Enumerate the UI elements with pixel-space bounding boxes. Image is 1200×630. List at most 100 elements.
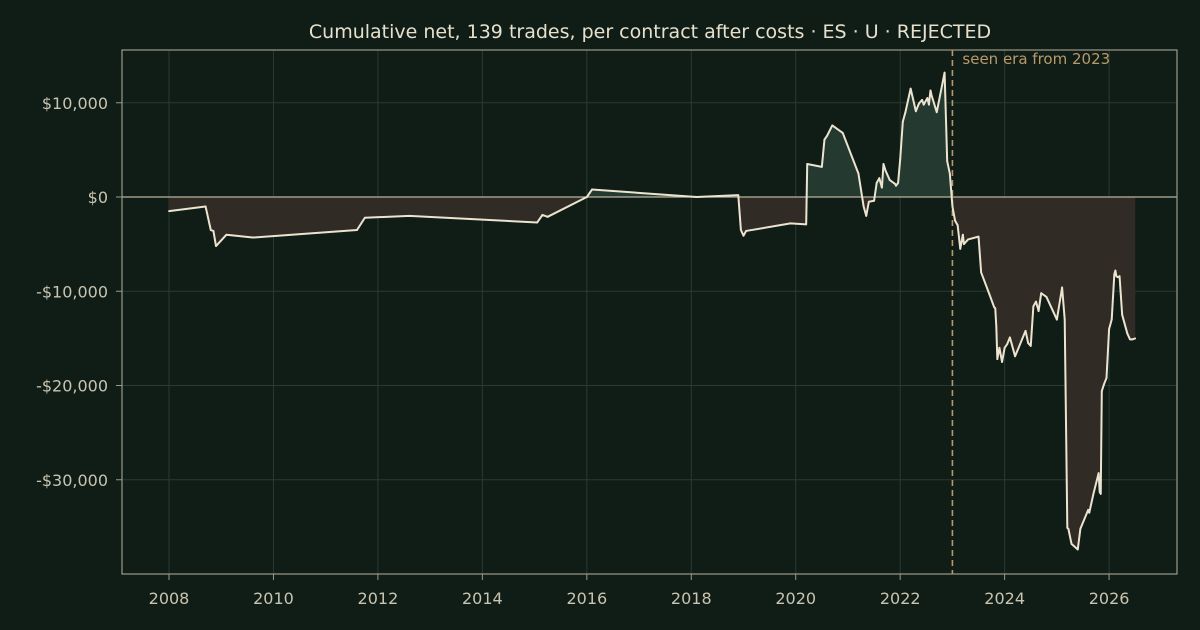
data-point	[820, 165, 823, 168]
positive-area	[586, 189, 739, 198]
data-point	[1088, 511, 1091, 514]
data-point	[1118, 275, 1121, 278]
y-tick-label: -$20,000	[36, 377, 108, 396]
data-point	[943, 71, 946, 74]
data-point	[841, 132, 844, 134]
data-point	[895, 184, 897, 187]
data-point	[823, 138, 826, 141]
data-point	[1014, 355, 1016, 358]
data-point	[857, 172, 860, 175]
data-point	[1098, 491, 1101, 493]
cumulative-net-series	[168, 71, 1137, 551]
data-point	[588, 192, 591, 195]
data-point	[922, 103, 925, 106]
data-point	[739, 229, 742, 231]
x-axis: 2008 2010 2012 2014 2016 2018 2020 2022 2024 2026	[149, 574, 1130, 608]
data-point	[546, 215, 549, 218]
data-point	[875, 181, 878, 184]
data-point	[225, 233, 228, 236]
data-point	[1045, 296, 1048, 298]
data-point	[926, 97, 929, 99]
data-point	[899, 158, 902, 161]
area-fill	[169, 72, 1136, 550]
data-point	[888, 179, 891, 181]
plot-frame	[121, 49, 1178, 575]
data-point	[541, 214, 544, 216]
y-tick-label: $0	[88, 188, 108, 207]
data-point	[928, 103, 930, 106]
data-point	[1110, 318, 1113, 321]
data-point	[1126, 332, 1129, 335]
positive-area	[874, 72, 952, 198]
data-point	[909, 87, 912, 90]
x-tick-label: 2024	[984, 589, 1025, 608]
data-point	[929, 89, 932, 92]
data-point	[1040, 292, 1043, 295]
data-point	[1100, 390, 1103, 393]
data-point	[1087, 509, 1090, 511]
data-point	[904, 111, 907, 114]
data-point	[897, 181, 900, 184]
data-point	[882, 163, 885, 165]
data-point	[884, 169, 887, 172]
data-point	[1092, 492, 1095, 495]
data-point	[901, 120, 904, 123]
data-point	[1008, 336, 1011, 339]
data-point	[865, 214, 868, 217]
data-point	[951, 205, 954, 208]
data-point	[1079, 527, 1082, 530]
x-tick-label: 2026	[1089, 589, 1130, 608]
data-point	[742, 234, 745, 237]
data-point	[1129, 338, 1131, 341]
data-point	[826, 134, 828, 137]
data-point	[996, 358, 999, 361]
data-point	[204, 205, 207, 208]
data-point	[1121, 313, 1124, 316]
data-point	[168, 210, 170, 213]
data-point	[1032, 305, 1035, 308]
data-point	[1131, 338, 1134, 341]
x-tick-label: 2014	[462, 589, 503, 608]
data-point	[867, 200, 870, 203]
data-point	[408, 214, 411, 217]
cumulative-net-line	[168, 71, 1136, 551]
data-point	[963, 243, 965, 246]
data-point	[921, 99, 924, 101]
data-point	[536, 221, 539, 224]
seen-era-annotation: seen era from 2023	[962, 50, 1110, 68]
data-point	[862, 205, 865, 208]
y-tick-label: -$30,000	[36, 471, 108, 490]
data-point	[356, 229, 358, 231]
data-point	[1037, 310, 1040, 312]
data-point	[363, 216, 366, 219]
data-point	[1050, 307, 1053, 310]
data-point	[944, 106, 947, 109]
data-point	[1063, 318, 1066, 321]
y-tick-label: -$10,000	[36, 282, 108, 301]
data-point	[995, 325, 998, 328]
data-point	[1076, 548, 1079, 551]
data-point	[918, 101, 921, 104]
data-point	[959, 247, 962, 250]
data-point	[1108, 328, 1111, 330]
data-point	[585, 196, 588, 198]
data-point	[1134, 337, 1137, 340]
data-point	[980, 271, 983, 274]
data-point	[954, 219, 956, 222]
data-point	[805, 223, 808, 226]
data-point	[737, 194, 740, 197]
data-point	[806, 163, 809, 165]
negative-area	[169, 197, 587, 247]
data-point	[917, 103, 920, 106]
data-point	[873, 199, 875, 202]
data-point	[948, 172, 951, 175]
x-tick-label: 2022	[880, 589, 921, 608]
data-point	[914, 110, 917, 113]
data-point	[1061, 286, 1063, 289]
data-point	[591, 188, 593, 191]
data-point	[967, 238, 969, 241]
data-point	[879, 181, 882, 183]
data-point	[878, 177, 881, 180]
data-point	[1105, 377, 1108, 379]
